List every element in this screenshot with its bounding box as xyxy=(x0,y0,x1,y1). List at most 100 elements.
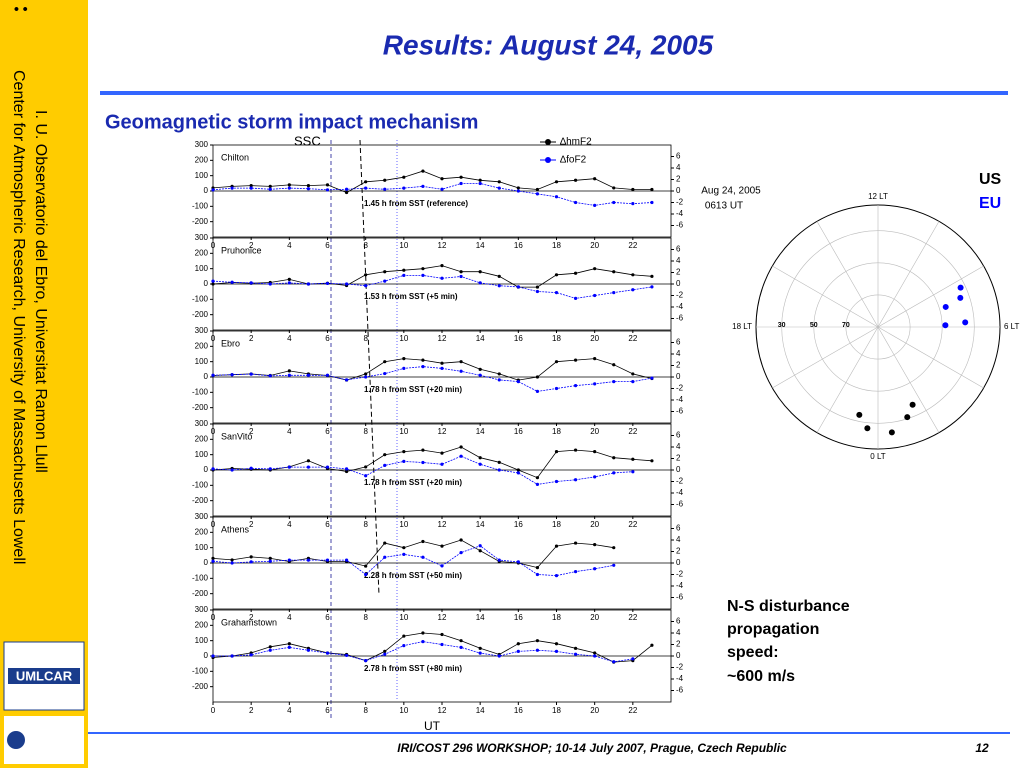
series-point xyxy=(516,380,520,384)
series-point xyxy=(573,296,578,300)
polar-ring xyxy=(813,262,943,392)
x-tick-label: 12 xyxy=(438,613,447,622)
series-point xyxy=(249,560,253,564)
series-point xyxy=(631,273,635,277)
series-point xyxy=(535,639,540,643)
series-point xyxy=(612,471,616,475)
series-point xyxy=(535,482,540,486)
y-tick-label: 0 xyxy=(204,465,209,474)
series-point xyxy=(364,572,368,577)
series-point xyxy=(573,646,578,650)
series-line xyxy=(212,170,652,193)
x-tick-label: 6 xyxy=(325,334,330,343)
series-point xyxy=(364,564,368,568)
series-point xyxy=(650,643,654,647)
series-point xyxy=(459,538,463,542)
series-point xyxy=(421,631,425,635)
x-tick-label: 10 xyxy=(399,613,408,622)
y2-tick-label: 2 xyxy=(676,547,681,556)
y-tick-label: 100 xyxy=(195,450,209,459)
series-point xyxy=(211,282,215,286)
series-line xyxy=(212,366,652,392)
series-point xyxy=(230,373,234,377)
series-point xyxy=(364,186,368,190)
x-tick-label: 16 xyxy=(514,334,523,343)
series-point xyxy=(421,539,425,544)
x-tick-label: 6 xyxy=(325,427,330,436)
series-point xyxy=(650,459,654,463)
series-point xyxy=(459,360,463,364)
series-point xyxy=(402,175,406,179)
polar-ring xyxy=(781,230,975,424)
logo-text: UMLCAR xyxy=(16,668,73,683)
series-point xyxy=(402,268,406,272)
series-point xyxy=(306,648,311,652)
y-tick-label: -200 xyxy=(192,403,209,412)
y2-tick-label: -6 xyxy=(676,593,684,602)
y2-tick-label: -6 xyxy=(676,221,684,230)
polar-point xyxy=(888,429,895,436)
series-point xyxy=(497,274,501,278)
panel-name: Ebro xyxy=(221,338,240,348)
series-point xyxy=(593,651,597,655)
series-point xyxy=(287,369,291,373)
y2-tick-label: 4 xyxy=(676,442,681,451)
series-point xyxy=(573,200,578,205)
x-tick-label: 8 xyxy=(363,613,368,622)
series-point xyxy=(440,632,444,637)
series-point xyxy=(554,544,559,548)
series-point xyxy=(325,281,330,286)
y2-tick-label: 2 xyxy=(676,640,681,649)
series-line xyxy=(212,275,652,299)
x-tick-label: 16 xyxy=(514,613,523,622)
panel-annotation: 2.78 h from SST (+80 min) xyxy=(364,664,462,673)
series-point xyxy=(478,651,482,655)
x-tick-label: 4 xyxy=(287,427,292,436)
series-point xyxy=(535,285,540,289)
y-tick-label: -100 xyxy=(192,480,209,489)
series-point xyxy=(497,460,501,464)
conclusion: ~600 m/s xyxy=(727,668,795,685)
x-tick-label: 10 xyxy=(399,427,408,436)
polar-annotation: Aug 24, 2005 xyxy=(701,186,761,197)
series-point xyxy=(440,276,444,280)
series-point xyxy=(593,654,597,658)
series-point xyxy=(230,280,234,284)
x-tick-label: 8 xyxy=(363,334,368,343)
series-point xyxy=(421,555,425,559)
series-point xyxy=(535,572,540,577)
series-line xyxy=(212,545,614,577)
series-point xyxy=(612,660,616,664)
x-tick-label: 20 xyxy=(590,427,599,436)
series-point xyxy=(612,270,616,274)
series-point xyxy=(573,448,578,452)
y-tick-label: 100 xyxy=(195,264,209,273)
series-point xyxy=(421,448,425,452)
y-tick-label: -200 xyxy=(192,589,209,598)
y2-tick-label: 4 xyxy=(676,349,681,358)
series-point xyxy=(287,373,291,377)
series-point xyxy=(402,644,406,648)
panel-annotation: 2.28 h from SST (+50 min) xyxy=(364,571,462,580)
series-point xyxy=(612,186,616,190)
series-point xyxy=(249,372,253,376)
x-tick-label: 16 xyxy=(514,520,523,529)
legend-marker xyxy=(545,139,551,145)
series-point xyxy=(421,460,425,465)
series-point xyxy=(268,559,272,563)
y2-tick-label: -2 xyxy=(676,291,684,300)
y-tick-label: -200 xyxy=(192,217,209,226)
x-tick-label: 12 xyxy=(438,706,447,715)
y2-tick-label: 2 xyxy=(676,175,681,184)
series-point xyxy=(650,274,654,278)
panel-name: SanVito xyxy=(221,431,252,441)
x-tick-label: 4 xyxy=(287,241,292,250)
series-point xyxy=(516,471,520,475)
y2-tick-label: 0 xyxy=(676,186,681,195)
y-tick-label: 100 xyxy=(195,636,209,645)
series-point xyxy=(593,450,597,454)
panel-name: Chilton xyxy=(221,152,249,162)
series-point xyxy=(230,186,234,190)
series-point xyxy=(287,558,291,562)
polar-point xyxy=(957,294,964,301)
